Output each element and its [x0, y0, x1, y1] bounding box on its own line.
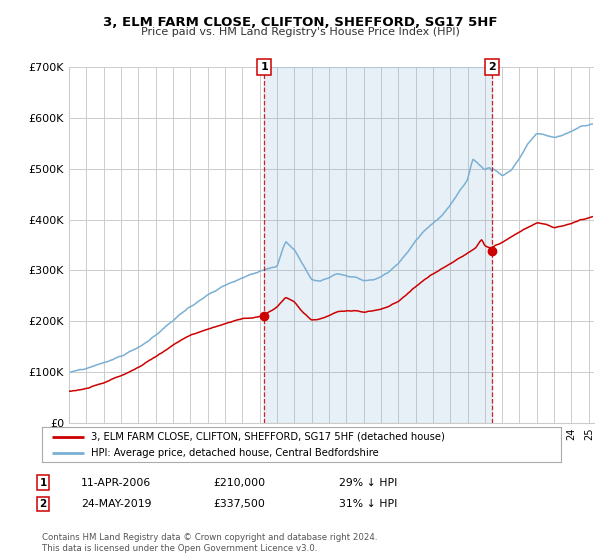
Text: 24-MAY-2019: 24-MAY-2019: [81, 499, 151, 509]
Text: £210,000: £210,000: [213, 478, 265, 488]
Text: 31% ↓ HPI: 31% ↓ HPI: [339, 499, 397, 509]
Text: 3, ELM FARM CLOSE, CLIFTON, SHEFFORD, SG17 5HF: 3, ELM FARM CLOSE, CLIFTON, SHEFFORD, SG…: [103, 16, 497, 29]
Text: 29% ↓ HPI: 29% ↓ HPI: [339, 478, 397, 488]
Text: HPI: Average price, detached house, Central Bedfordshire: HPI: Average price, detached house, Cent…: [91, 447, 379, 458]
Text: Price paid vs. HM Land Registry's House Price Index (HPI): Price paid vs. HM Land Registry's House …: [140, 27, 460, 37]
Text: 3, ELM FARM CLOSE, CLIFTON, SHEFFORD, SG17 5HF (detached house): 3, ELM FARM CLOSE, CLIFTON, SHEFFORD, SG…: [91, 432, 445, 442]
Text: 11-APR-2006: 11-APR-2006: [81, 478, 151, 488]
Bar: [265, 67, 491, 423]
Text: 2: 2: [40, 499, 47, 509]
Text: 1: 1: [260, 62, 268, 72]
Text: 1: 1: [40, 478, 47, 488]
Text: 2: 2: [488, 62, 496, 72]
Text: £337,500: £337,500: [213, 499, 265, 509]
Text: Contains HM Land Registry data © Crown copyright and database right 2024.
This d: Contains HM Land Registry data © Crown c…: [42, 533, 377, 553]
